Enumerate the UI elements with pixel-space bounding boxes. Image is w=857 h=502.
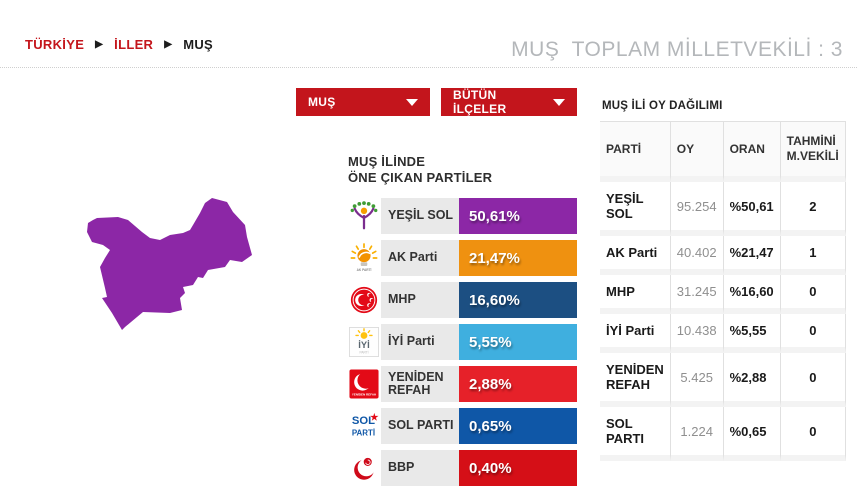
cell-ratio: %2,88 [723, 353, 781, 407]
party-name: İYİ Parti [381, 324, 459, 360]
yesil-sol-logo-icon [347, 198, 381, 234]
vote-distribution-panel: MUŞ İLİ OY DAĞILIMI PARTİ OY ORAN TAHMİN… [600, 100, 846, 461]
table-row: MHP 31.245 %16,60 0 [600, 275, 846, 314]
svg-text:İYİ: İYİ [358, 340, 369, 350]
party-row: İYİ PARTİ İYİ Parti 5,55% [347, 324, 577, 360]
breadcrumb-mus: MUŞ [183, 37, 214, 52]
featured-parties-title: MUŞ İLİNDE ÖNE ÇIKAN PARTİLER [348, 154, 493, 185]
chevron-down-icon [553, 98, 565, 106]
svg-text:SOL: SOL [352, 415, 375, 427]
featured-party-list: YEŞİL SOL 50,61% AK PARTİ AK Parti 21,47% MHP… [347, 198, 577, 492]
cell-ratio: %5,55 [723, 314, 781, 353]
cell-votes: 40.402 [670, 236, 724, 275]
cell-ratio: %50,61 [723, 182, 781, 236]
vote-distribution-title: MUŞ İLİ OY DAĞILIMI [602, 100, 723, 112]
table-row: YEŞİL SOL 95.254 %50,61 2 [600, 182, 846, 236]
col-header-oran: ORAN [723, 122, 781, 182]
cell-votes: 95.254 [670, 182, 724, 236]
page-title: MUŞ TOPLAM MİLLETVEKİLİ : 3 [511, 38, 843, 61]
province-dropdown-value: MUŞ [308, 95, 336, 109]
breadcrumb-turkiye[interactable]: TÜRKİYE [25, 37, 85, 52]
cell-votes: 10.438 [670, 314, 724, 353]
party-name: BBP [381, 450, 459, 486]
table-row: İYİ Parti 10.438 %5,55 0 [600, 314, 846, 353]
breadcrumb: TÜRKİYE ▶ İLLER ▶ MUŞ [25, 37, 213, 52]
party-row: AK PARTİ AK Parti 21,47% [347, 240, 577, 276]
district-dropdown-value: BÜTÜN İLÇELER [453, 88, 507, 116]
cell-party: MHP [600, 275, 671, 314]
bbp-logo-icon [347, 450, 381, 486]
party-name: MHP [381, 282, 459, 318]
party-percent: 0,65% [469, 417, 512, 435]
sol-parti-logo-icon: SOL PARTİ [347, 408, 381, 444]
svg-text:AK PARTİ: AK PARTİ [357, 267, 372, 272]
cell-party: İYİ Parti [600, 314, 671, 353]
party-row: YENİDEN REFAH YENİDEN REFAH 2,88% [347, 366, 577, 402]
cell-votes: 31.245 [670, 275, 724, 314]
table-row: YENİDEN REFAH 5.425 %2,88 0 [600, 353, 846, 407]
chevron-down-icon [406, 98, 418, 106]
cell-seats: 1 [780, 236, 846, 275]
cell-seats: 0 [780, 314, 846, 353]
party-percent: 21,47% [469, 249, 520, 267]
party-percent-bar: 50,61% [459, 198, 577, 234]
svg-text:PARTİ: PARTİ [359, 349, 368, 354]
party-row: MHP 16,60% [347, 282, 577, 318]
svg-text:PARTİ: PARTİ [352, 428, 375, 437]
party-percent: 5,55% [469, 333, 512, 351]
cell-ratio: %0,65 [723, 407, 781, 461]
district-dropdown[interactable]: BÜTÜN İLÇELER [441, 88, 577, 116]
cell-party: SOL PARTI [600, 407, 671, 461]
province-dropdown[interactable]: MUŞ [296, 88, 430, 116]
col-header-vekili: TAHMİNİ M.VEKİLİ [780, 122, 846, 182]
table-row: SOL PARTI 1.224 %0,65 0 [600, 407, 846, 461]
breadcrumb-iller[interactable]: İLLER [114, 37, 154, 52]
party-percent: 0,40% [469, 459, 512, 477]
cell-votes: 5.425 [670, 353, 724, 407]
breadcrumb-arrow-icon: ▶ [95, 38, 104, 50]
party-percent: 50,61% [469, 207, 520, 225]
mhp-logo-icon [347, 282, 381, 318]
party-row: BBP 0,40% [347, 450, 577, 486]
party-row: SOL PARTİ SOL PARTI 0,65% [347, 408, 577, 444]
party-percent-bar: 21,47% [459, 240, 577, 276]
cell-party: AK Parti [600, 236, 671, 275]
table-row: AK Parti 40.402 %21,47 1 [600, 236, 846, 275]
vote-distribution-table: PARTİ OY ORAN TAHMİNİ M.VEKİLİ YEŞİL SOL… [600, 121, 846, 461]
party-percent-bar: 2,88% [459, 366, 577, 402]
yeniden-refah-logo-icon: YENİDEN REFAH [347, 366, 381, 402]
party-row: YEŞİL SOL 50,61% [347, 198, 577, 234]
cell-votes: 1.224 [670, 407, 724, 461]
party-name: AK Parti [381, 240, 459, 276]
iyi-parti-logo-icon: İYİ PARTİ [347, 324, 381, 360]
col-header-oy: OY [670, 122, 724, 182]
party-percent-bar: 0,40% [459, 450, 577, 486]
party-percent-bar: 5,55% [459, 324, 577, 360]
cell-seats: 0 [780, 275, 846, 314]
party-percent: 16,60% [469, 291, 520, 309]
breadcrumb-arrow-icon: ▶ [164, 38, 173, 50]
party-percent-bar: 0,65% [459, 408, 577, 444]
party-name: YENİDEN REFAH [381, 366, 459, 402]
cell-ratio: %16,60 [723, 275, 781, 314]
cell-seats: 2 [780, 182, 846, 236]
cell-seats: 0 [780, 353, 846, 407]
party-percent: 2,88% [469, 375, 512, 393]
party-name: YEŞİL SOL [381, 198, 459, 234]
table-header-row: PARTİ OY ORAN TAHMİNİ M.VEKİLİ [600, 122, 846, 182]
col-header-parti: PARTİ [600, 122, 671, 182]
cell-party: YEŞİL SOL [600, 182, 671, 236]
party-name: SOL PARTI [381, 408, 459, 444]
header-divider [0, 67, 857, 68]
ak-parti-logo-icon: AK PARTİ [347, 240, 381, 276]
cell-party: YENİDEN REFAH [600, 353, 671, 407]
party-percent-bar: 16,60% [459, 282, 577, 318]
cell-seats: 0 [780, 407, 846, 461]
cell-ratio: %21,47 [723, 236, 781, 275]
svg-text:YENİDEN REFAH: YENİDEN REFAH [352, 392, 376, 397]
